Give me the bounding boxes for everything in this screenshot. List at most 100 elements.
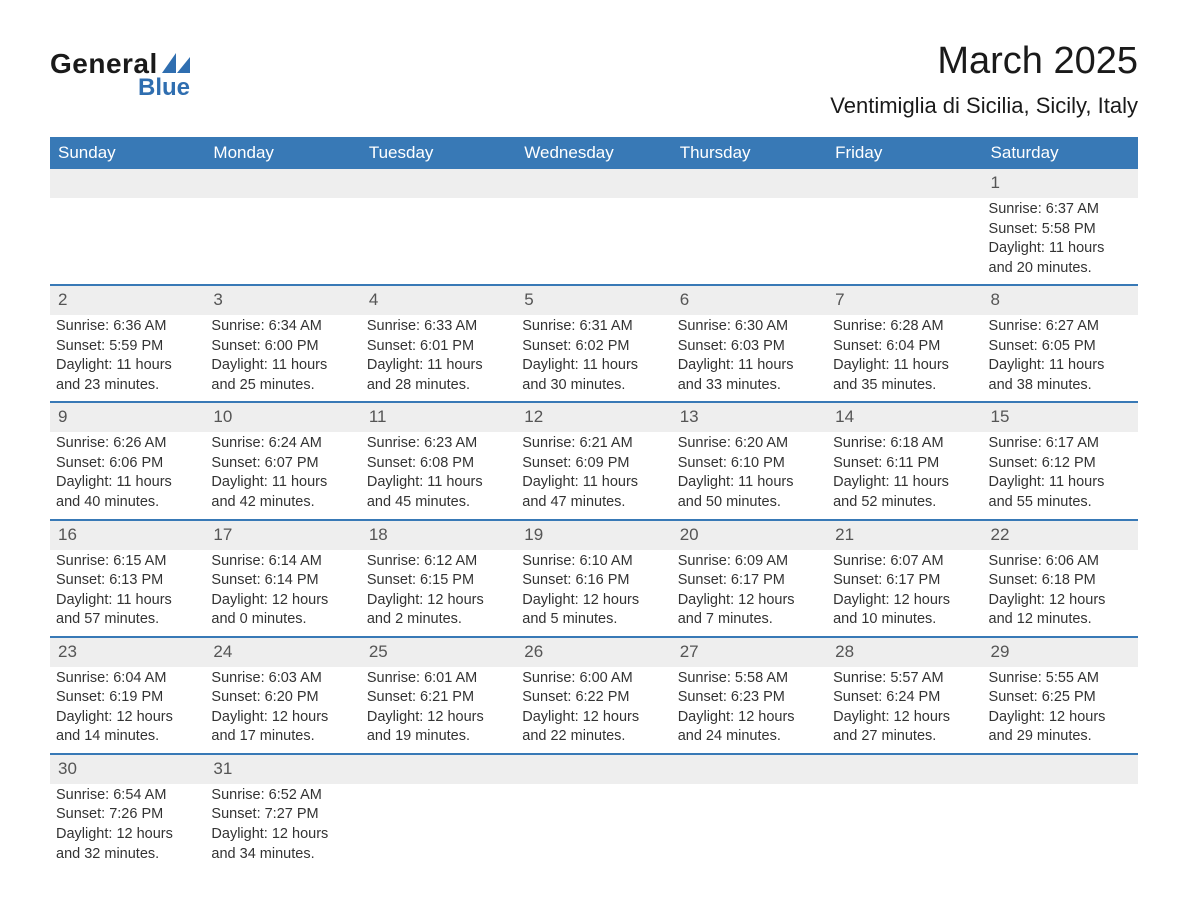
sunset-text: Sunset: 6:17 PM (678, 571, 821, 591)
day-cell: Sunrise: 6:30 AMSunset: 6:03 PMDaylight:… (672, 315, 827, 401)
day-data-row: Sunrise: 6:37 AMSunset: 5:58 PMDaylight:… (50, 198, 1138, 284)
weekday-header: Friday (827, 137, 982, 169)
daylight-text: Daylight: 11 hours and 35 minutes. (833, 356, 976, 395)
sunrise-text: Sunrise: 6:30 AM (678, 317, 821, 337)
day-cell: Sunrise: 6:00 AMSunset: 6:22 PMDaylight:… (516, 667, 671, 753)
daylight-text: Daylight: 12 hours and 32 minutes. (56, 825, 199, 864)
sunrise-text: Sunrise: 6:52 AM (211, 786, 354, 806)
day-number: 5 (516, 286, 671, 315)
day-number-row: 3031 (50, 753, 1138, 784)
day-cell: Sunrise: 6:12 AMSunset: 6:15 PMDaylight:… (361, 550, 516, 636)
day-number (827, 169, 982, 198)
day-number: 17 (205, 521, 360, 550)
daylight-text: Daylight: 11 hours and 47 minutes. (522, 473, 665, 512)
sunset-text: Sunset: 6:02 PM (522, 337, 665, 357)
calendar-header-row: Sunday Monday Tuesday Wednesday Thursday… (50, 137, 1138, 169)
daylight-text: Daylight: 11 hours and 30 minutes. (522, 356, 665, 395)
sunset-text: Sunset: 5:58 PM (989, 220, 1132, 240)
day-cell: Sunrise: 6:31 AMSunset: 6:02 PMDaylight:… (516, 315, 671, 401)
sunset-text: Sunset: 6:22 PM (522, 688, 665, 708)
day-number: 13 (672, 403, 827, 432)
day-cell: Sunrise: 6:09 AMSunset: 6:17 PMDaylight:… (672, 550, 827, 636)
day-number: 1 (983, 169, 1138, 198)
daylight-text: Daylight: 11 hours and 28 minutes. (367, 356, 510, 395)
day-number: 26 (516, 638, 671, 667)
daylight-text: Daylight: 12 hours and 17 minutes. (211, 708, 354, 747)
sunrise-text: Sunrise: 6:27 AM (989, 317, 1132, 337)
daylight-text: Daylight: 12 hours and 34 minutes. (211, 825, 354, 864)
daylight-text: Daylight: 11 hours and 25 minutes. (211, 356, 354, 395)
sunset-text: Sunset: 6:09 PM (522, 454, 665, 474)
daylight-text: Daylight: 12 hours and 29 minutes. (989, 708, 1132, 747)
daylight-text: Daylight: 12 hours and 10 minutes. (833, 591, 976, 630)
daylight-text: Daylight: 11 hours and 33 minutes. (678, 356, 821, 395)
title-block: March 2025 Ventimiglia di Sicilia, Sicil… (830, 40, 1138, 119)
sunrise-text: Sunrise: 6:06 AM (989, 552, 1132, 572)
sunrise-text: Sunrise: 6:34 AM (211, 317, 354, 337)
sunset-text: Sunset: 6:00 PM (211, 337, 354, 357)
day-number: 22 (983, 521, 1138, 550)
sunset-text: Sunset: 6:14 PM (211, 571, 354, 591)
day-cell (361, 784, 516, 870)
day-cell: Sunrise: 6:27 AMSunset: 6:05 PMDaylight:… (983, 315, 1138, 401)
daylight-text: Daylight: 11 hours and 57 minutes. (56, 591, 199, 630)
daylight-text: Daylight: 12 hours and 27 minutes. (833, 708, 976, 747)
logo: General Blue (50, 40, 190, 102)
daylight-text: Daylight: 12 hours and 5 minutes. (522, 591, 665, 630)
day-cell: Sunrise: 6:10 AMSunset: 6:16 PMDaylight:… (516, 550, 671, 636)
day-cell: Sunrise: 6:01 AMSunset: 6:21 PMDaylight:… (361, 667, 516, 753)
daylight-text: Daylight: 12 hours and 0 minutes. (211, 591, 354, 630)
day-cell (672, 198, 827, 284)
sunrise-text: Sunrise: 5:58 AM (678, 669, 821, 689)
day-cell: Sunrise: 6:20 AMSunset: 6:10 PMDaylight:… (672, 432, 827, 518)
day-number: 9 (50, 403, 205, 432)
day-cell: Sunrise: 5:55 AMSunset: 6:25 PMDaylight:… (983, 667, 1138, 753)
day-number: 2 (50, 286, 205, 315)
sunset-text: Sunset: 6:07 PM (211, 454, 354, 474)
day-cell: Sunrise: 6:26 AMSunset: 6:06 PMDaylight:… (50, 432, 205, 518)
day-number: 31 (205, 755, 360, 784)
day-cell: Sunrise: 6:34 AMSunset: 6:00 PMDaylight:… (205, 315, 360, 401)
day-number (672, 755, 827, 784)
page-header: General Blue March 2025 Ventimiglia di S… (50, 40, 1138, 119)
day-number: 24 (205, 638, 360, 667)
sunset-text: Sunset: 6:18 PM (989, 571, 1132, 591)
day-cell: Sunrise: 5:58 AMSunset: 6:23 PMDaylight:… (672, 667, 827, 753)
day-number-row: 23242526272829 (50, 636, 1138, 667)
day-number: 12 (516, 403, 671, 432)
day-number: 25 (361, 638, 516, 667)
day-cell: Sunrise: 6:24 AMSunset: 6:07 PMDaylight:… (205, 432, 360, 518)
sunrise-text: Sunrise: 6:14 AM (211, 552, 354, 572)
sunset-text: Sunset: 6:11 PM (833, 454, 976, 474)
day-number: 23 (50, 638, 205, 667)
sunset-text: Sunset: 6:20 PM (211, 688, 354, 708)
sunset-text: Sunset: 6:08 PM (367, 454, 510, 474)
day-cell (672, 784, 827, 870)
sunrise-text: Sunrise: 6:10 AM (522, 552, 665, 572)
day-number: 19 (516, 521, 671, 550)
sunset-text: Sunset: 6:03 PM (678, 337, 821, 357)
sunrise-text: Sunrise: 6:09 AM (678, 552, 821, 572)
day-number: 15 (983, 403, 1138, 432)
day-number: 11 (361, 403, 516, 432)
sunrise-text: Sunrise: 6:28 AM (833, 317, 976, 337)
day-cell: Sunrise: 6:06 AMSunset: 6:18 PMDaylight:… (983, 550, 1138, 636)
day-cell: Sunrise: 6:04 AMSunset: 6:19 PMDaylight:… (50, 667, 205, 753)
day-number: 30 (50, 755, 205, 784)
day-cell (50, 198, 205, 284)
weekday-header: Tuesday (361, 137, 516, 169)
sunset-text: Sunset: 6:13 PM (56, 571, 199, 591)
day-cell (361, 198, 516, 284)
sunrise-text: Sunrise: 6:21 AM (522, 434, 665, 454)
day-number: 18 (361, 521, 516, 550)
sunrise-text: Sunrise: 6:00 AM (522, 669, 665, 689)
sunrise-text: Sunrise: 6:31 AM (522, 317, 665, 337)
sunset-text: Sunset: 6:12 PM (989, 454, 1132, 474)
sunset-text: Sunset: 6:21 PM (367, 688, 510, 708)
day-number (516, 755, 671, 784)
weekday-header: Thursday (672, 137, 827, 169)
day-data-row: Sunrise: 6:26 AMSunset: 6:06 PMDaylight:… (50, 432, 1138, 518)
sunrise-text: Sunrise: 6:07 AM (833, 552, 976, 572)
day-cell (827, 198, 982, 284)
sunset-text: Sunset: 6:06 PM (56, 454, 199, 474)
